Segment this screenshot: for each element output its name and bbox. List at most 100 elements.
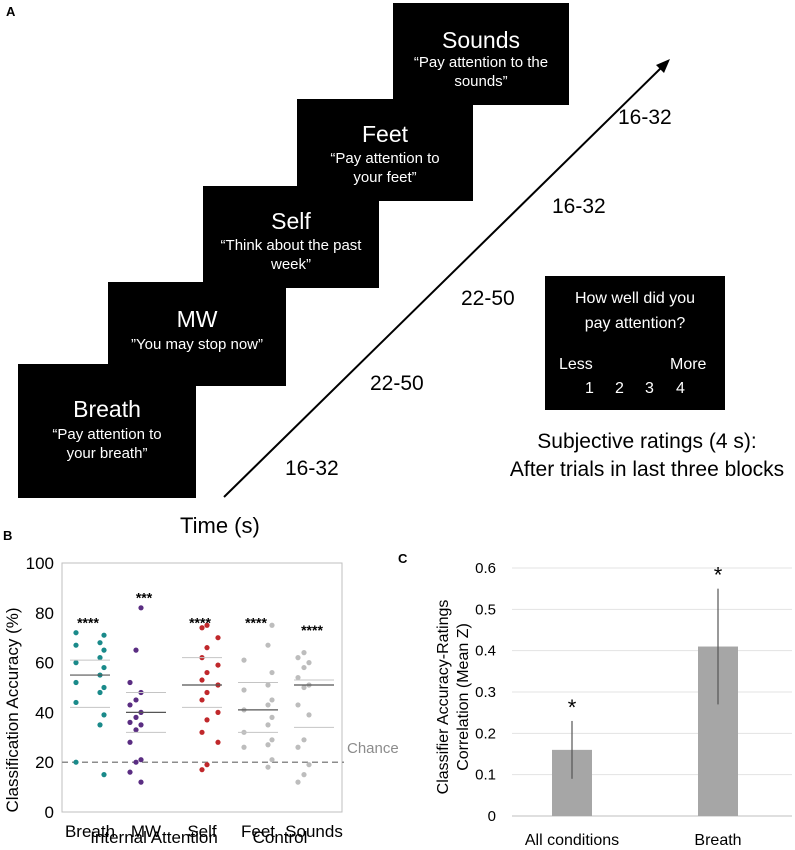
correlation-bar-chart: 0 0.1 0.2 0.3 0.4 0.5 0.6 * * All conditions Bre… [435,560,792,849]
data-point-breath [101,772,107,778]
data-point-self [215,635,221,641]
block-title-breath: Breath [73,396,141,422]
significance-label-sounds: **** [301,622,323,638]
data-point-self [215,662,221,668]
category-label-self: Self [187,822,217,841]
data-point-feet [265,742,271,748]
rating-caption-line2: After trials in last three blocks [509,458,785,481]
data-point-mw [127,702,133,708]
y-tick-label: 40 [35,703,54,722]
data-point-breath [97,655,103,661]
data-point-breath [73,630,79,636]
timing-label-3: 22-50 [461,287,515,310]
block-title-sounds: Sounds [441,27,520,53]
data-point-sounds [301,684,307,691]
block-instruction-breath: “Pay attention to your breath” [52,426,162,462]
data-point-feet [265,642,271,648]
data-point-self [199,767,205,773]
data-point-self [199,625,205,631]
rating-scale-3: 3 [645,380,654,397]
block-instruction-feet: “Pay attention to your feet” [330,150,440,186]
data-point-feet [269,622,275,628]
data-point-mw [133,727,139,733]
correlation-y-axis-label-line1: Classifier Accuracy-Ratings [435,600,452,795]
correlation-y-axis-label-line2: Correlation (Mean Z) [455,623,472,771]
data-point-sounds [295,779,301,785]
data-point-breath [97,640,103,646]
data-point-breath [73,679,79,686]
rating-caption: Subjective ratings (4 s): After trials i… [497,428,795,484]
data-point-sounds [295,702,301,708]
time-axis-label: Time (s) [180,513,260,538]
y-tick-label: 80 [35,604,54,623]
data-point-mw [138,605,144,611]
rating-question: How well did you pay attention? [574,290,696,332]
y-tick-label: 0 [488,808,496,825]
data-point-breath [97,689,103,696]
block-title-feet: Feet [361,121,409,147]
data-point-breath [73,642,79,648]
data-point-self [199,697,205,703]
data-point-self [215,739,221,745]
data-point-sounds [295,655,301,661]
data-point-sounds [301,664,307,671]
category-label-feet: Feet [241,822,275,841]
rating-scale-1: 1 [585,380,594,397]
data-point-feet [269,697,275,703]
group-label-internal: Internal Attention [90,828,218,847]
y-tick-label: 0.6 [475,560,496,577]
significance-star-1: * [714,563,723,588]
data-point-mw [133,714,139,720]
category-label-mw: MW [131,822,161,841]
y-tick-label: 0.3 [475,684,496,701]
y-tick-label: 60 [35,654,54,673]
data-point-self [199,677,205,683]
data-point-sounds [295,674,301,681]
data-point-breath [101,647,107,653]
rating-less-label: Less [559,356,593,373]
block-instruction-self: “Think about the past week” [220,237,362,273]
data-point-sounds [301,650,307,656]
data-point-breath [73,699,79,706]
data-point-mw [138,757,144,763]
data-point-self [204,669,210,676]
data-point-mw [133,647,139,653]
accuracy-y-axis-label: Classification Accuracy (%) [3,607,22,812]
data-point-sounds [295,744,301,750]
time-arrow [223,59,670,498]
data-point-feet [265,682,271,688]
panel-label-c: C [398,551,408,566]
data-point-mw [127,769,133,775]
data-point-sounds [306,762,312,768]
category-label-1: Breath [694,832,741,849]
data-point-breath [101,712,107,718]
block-instruction-mw: ”You may stop now” [130,336,263,353]
y-tick-label: 0.4 [475,643,496,660]
group-label-control: Control [253,828,308,847]
scatter-plot-frame [61,562,343,813]
data-point-mw [127,719,133,725]
data-point-breath [101,684,107,691]
block-box-breath: Breath “Pay attention to your breath” [18,364,196,498]
block-title-self: Self [271,208,311,234]
data-point-self [204,645,210,651]
block-box-feet: Feet “Pay attention to your feet” [297,99,473,201]
panel-label-b: B [3,528,13,543]
data-point-self [204,762,210,768]
data-point-feet [269,669,275,676]
data-point-self [204,717,210,723]
data-point-mw [127,679,133,686]
data-point-breath [101,664,107,671]
significance-label-self: **** [189,614,211,630]
data-point-feet [241,687,247,693]
timing-label-4: 22-50 [370,372,424,395]
y-tick-label: 100 [26,554,54,573]
category-label-0: All conditions [525,832,619,849]
significance-star-0: * [568,695,577,720]
data-point-sounds [301,737,307,743]
data-point-feet [269,737,275,743]
significance-label-feet: **** [245,614,267,630]
data-point-feet [269,714,275,720]
data-point-self [199,729,205,735]
